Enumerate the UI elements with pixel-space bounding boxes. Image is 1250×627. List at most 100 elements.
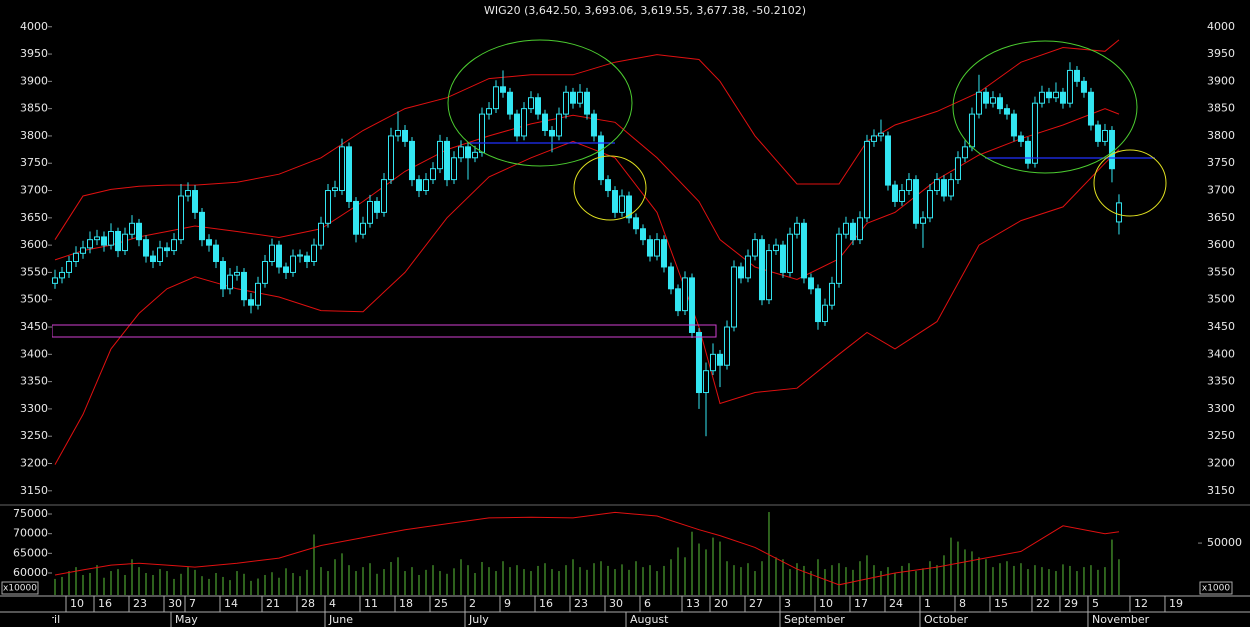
candle-body xyxy=(1017,135,1024,142)
candle-body xyxy=(765,250,772,301)
chart-title: WIG20 (3,642.50, 3,693.06, 3,619.55, 3,6… xyxy=(484,4,806,17)
x-tick-label: 25 xyxy=(434,597,448,610)
candle-body xyxy=(185,190,192,197)
candle-body xyxy=(527,97,534,110)
candle-body xyxy=(506,91,513,115)
candle-body xyxy=(632,217,639,230)
support-box xyxy=(52,324,717,338)
candle-body xyxy=(345,146,352,202)
candle-body xyxy=(646,239,653,257)
candle-body xyxy=(821,304,828,323)
y-tick-label: 3900 xyxy=(20,74,48,87)
month-label: October xyxy=(924,613,968,626)
candle-body xyxy=(373,200,380,213)
candle-body xyxy=(478,113,485,153)
candle-body xyxy=(534,97,541,115)
candle-body xyxy=(541,113,548,131)
candle-body xyxy=(779,244,786,273)
indicator-line xyxy=(54,511,1120,586)
y-tick-label: 3450 xyxy=(20,320,48,333)
x-tick-label: 9 xyxy=(504,597,511,610)
x-tick-label: 8 xyxy=(959,597,966,610)
indicator-line xyxy=(54,39,1120,240)
candle-body xyxy=(751,239,758,257)
candle-body xyxy=(332,187,339,192)
month-label: July xyxy=(468,613,489,626)
highlight-ellipse xyxy=(1093,149,1167,217)
candle-body xyxy=(297,254,304,257)
candle-body xyxy=(884,135,891,186)
candle-body xyxy=(793,222,800,235)
candle-body xyxy=(457,146,464,159)
candle-body xyxy=(1010,113,1017,137)
candle-body xyxy=(387,135,394,181)
y-tick-label: 3600 xyxy=(1207,238,1235,251)
candle-body xyxy=(548,129,555,137)
unit-box xyxy=(1,581,39,595)
candle-body xyxy=(653,239,660,257)
candle-body xyxy=(562,91,569,115)
y-tick-label: 3850 xyxy=(20,102,48,115)
x-tick-label: 14 xyxy=(224,597,238,610)
candle-body xyxy=(422,179,429,192)
y-tick-label: 3750 xyxy=(1207,156,1235,169)
candle-body xyxy=(1087,91,1094,126)
candle-body xyxy=(758,239,765,301)
candle-body xyxy=(415,179,422,192)
candle-body xyxy=(171,239,178,252)
candle-body xyxy=(590,113,597,137)
candle-body xyxy=(283,266,290,273)
candle-body xyxy=(492,86,499,110)
candle-body xyxy=(513,113,520,137)
candle-body xyxy=(1059,91,1066,104)
y-tick-label: 3650 xyxy=(20,211,48,224)
x-tick-label: 10 xyxy=(819,597,833,610)
candle-body xyxy=(380,179,387,213)
candle-body xyxy=(870,135,877,142)
candle-body xyxy=(709,353,716,372)
candle-body xyxy=(262,261,269,284)
candle-body xyxy=(919,217,926,224)
y-tick-label: 3650 xyxy=(1207,211,1235,224)
candle-body xyxy=(269,244,276,263)
x-tick-label: 23 xyxy=(133,597,147,610)
candle-body xyxy=(401,129,408,142)
candle-body xyxy=(150,255,157,263)
month-label: September xyxy=(784,613,845,626)
y-tick-label: 3450 xyxy=(1207,320,1235,333)
candle-body xyxy=(1052,91,1059,99)
x-tick-label: 21 xyxy=(266,597,280,610)
x-tick-label: 17 xyxy=(854,597,868,610)
candle-body xyxy=(954,157,961,181)
y-tick-label: 3500 xyxy=(1207,293,1235,306)
candle-body xyxy=(1108,129,1115,170)
x-tick-label: 23 xyxy=(574,597,588,610)
y-tick-label: 3400 xyxy=(20,347,48,360)
x-tick-label: 28 xyxy=(301,597,315,610)
candle-body xyxy=(968,113,975,148)
date-axis: 10 16 23 30 7 14 21 28 4 11 18 25 2 9 16 23 30 6 13 20 27 3 10… xyxy=(52,596,1183,627)
volume-tick-label: 70000 xyxy=(13,527,48,540)
candle-body xyxy=(842,222,849,235)
candle-body xyxy=(814,288,821,323)
y-tick-label: 3950 xyxy=(1207,47,1235,60)
candle-body xyxy=(723,326,730,366)
candle-body xyxy=(443,140,450,181)
candle-body xyxy=(52,277,59,284)
candle-body xyxy=(856,217,863,241)
candle-body xyxy=(199,211,206,241)
candle-body xyxy=(471,151,478,159)
candle-body xyxy=(394,129,401,137)
candle-body xyxy=(898,190,905,202)
candle-body xyxy=(192,190,199,213)
candle-body xyxy=(1038,91,1045,104)
x-tick-label: 27 xyxy=(749,597,763,610)
x-tick-label: 6 xyxy=(644,597,651,610)
volume-unit: x1000 xyxy=(1202,584,1231,594)
y-tick-label: 4000 xyxy=(1207,20,1235,33)
candle-body xyxy=(940,179,947,197)
candle-body xyxy=(681,277,688,312)
x-tick-label: 22 xyxy=(1036,597,1050,610)
